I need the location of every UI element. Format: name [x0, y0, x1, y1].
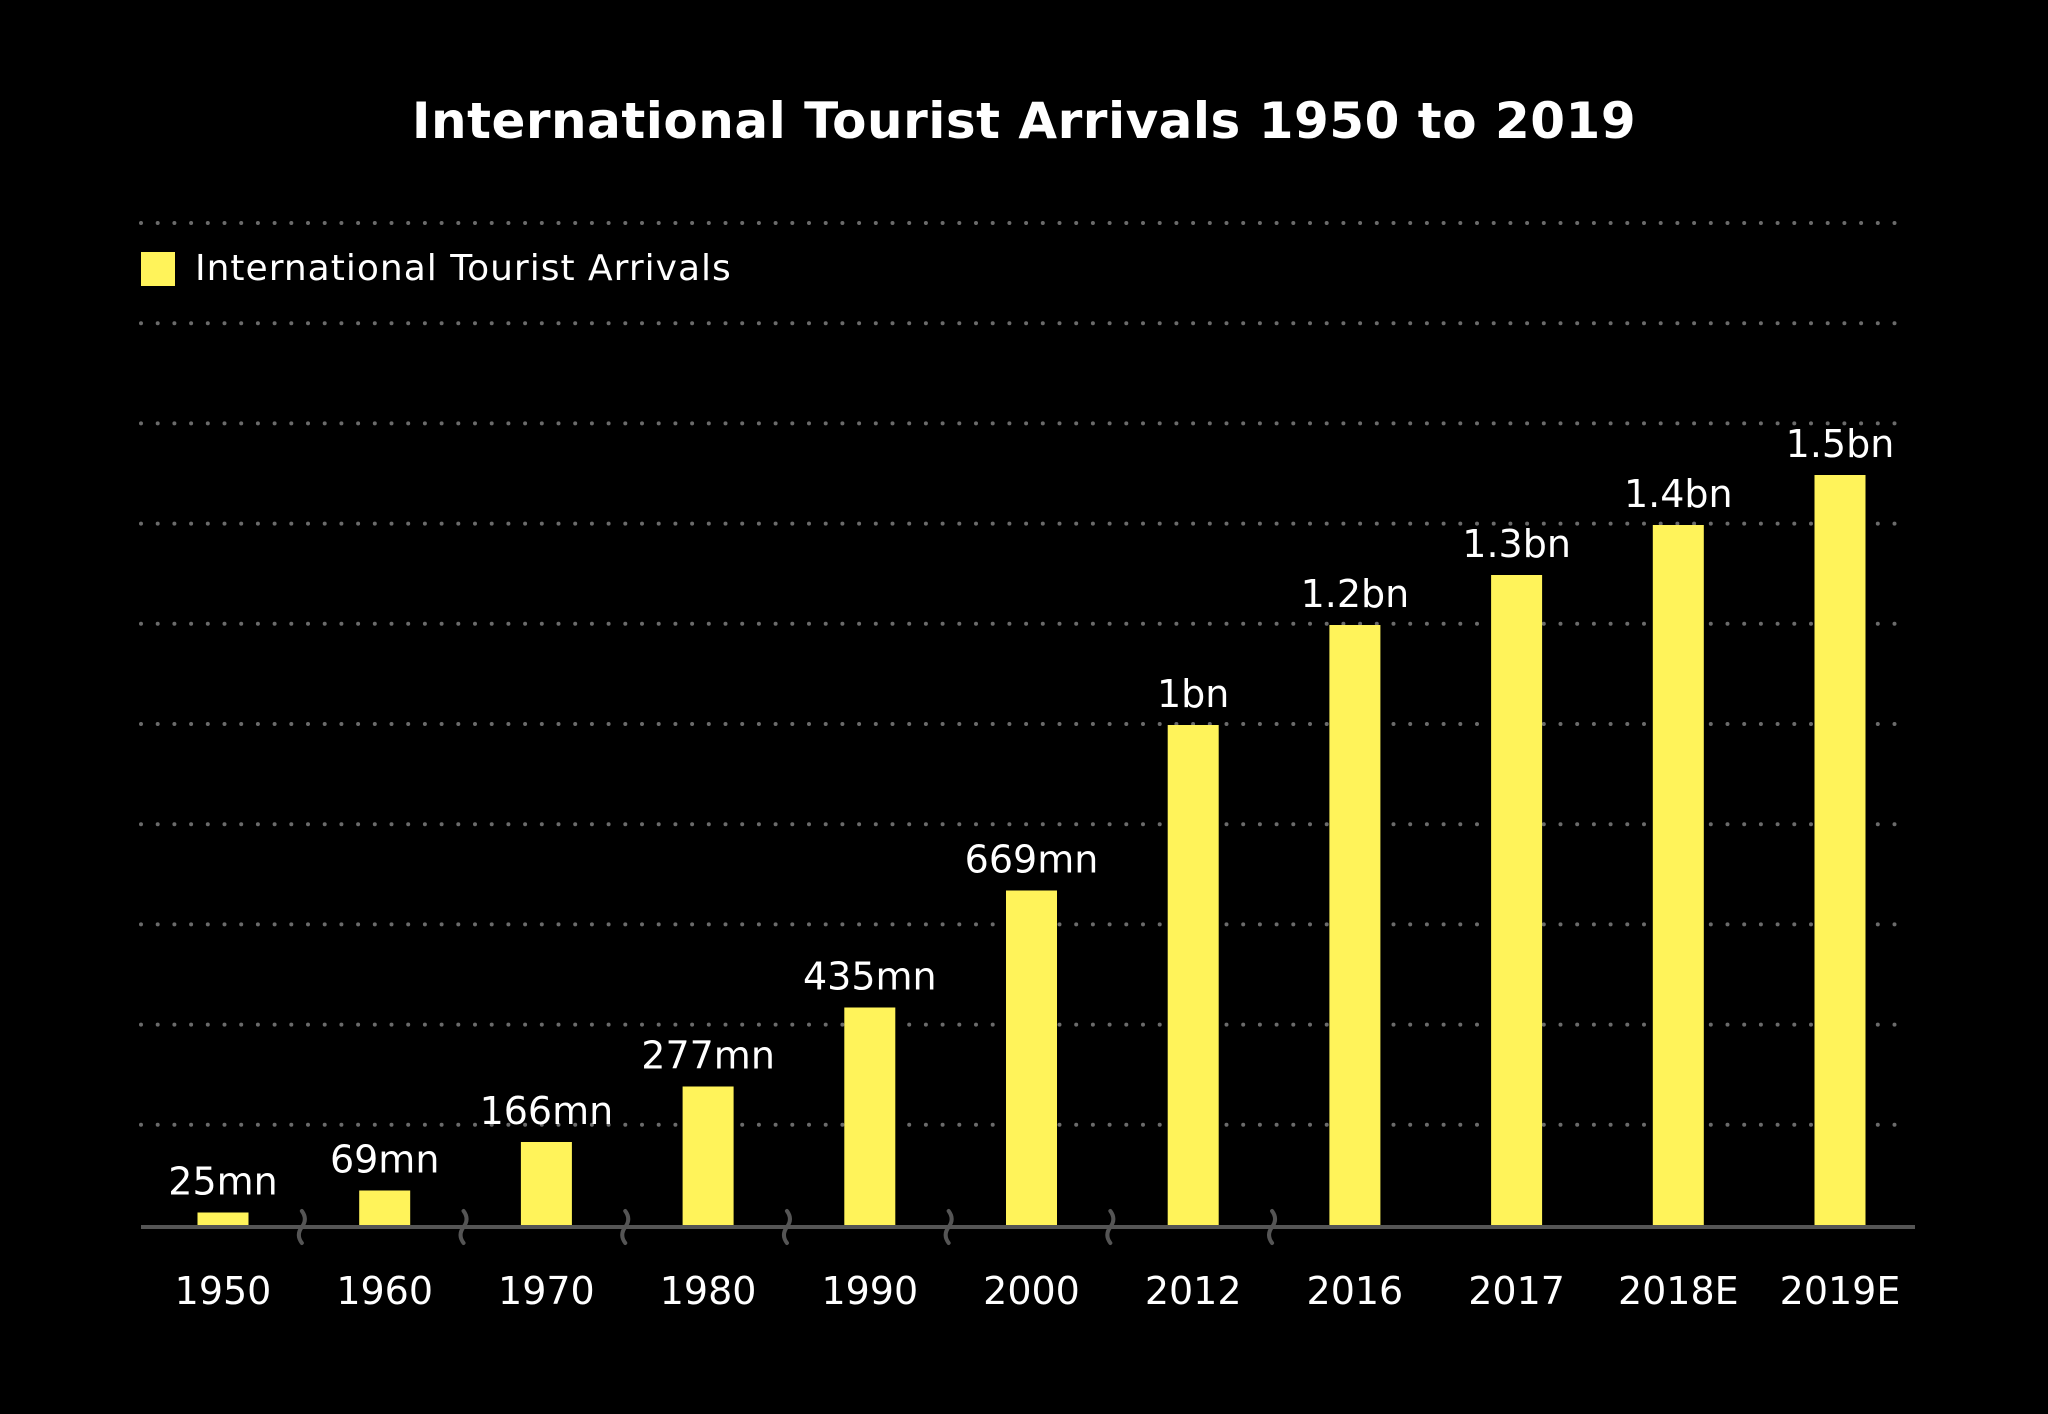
x-tick-label-2012: 2012 — [1145, 1269, 1242, 1313]
data-label-2019E: 1.5bn — [1786, 422, 1895, 466]
x-tick-label-1950: 1950 — [175, 1269, 272, 1313]
data-label-1960: 69mn — [330, 1138, 439, 1182]
bar-2012 — [1167, 725, 1219, 1225]
axis-break-icon — [781, 1209, 792, 1245]
x-tick-label-2019E: 2019E — [1780, 1269, 1901, 1313]
x-tick-label-2017: 2017 — [1468, 1269, 1565, 1313]
bar-2017 — [1491, 575, 1543, 1225]
bar-2018E — [1652, 525, 1704, 1225]
data-label-2012: 1bn — [1157, 672, 1229, 716]
axis-break-icon — [620, 1209, 631, 1245]
legend: International Tourist Arrivals — [141, 248, 732, 289]
data-label-1970: 166mn — [480, 1089, 614, 1133]
x-tick-label-1970: 1970 — [498, 1269, 595, 1313]
bar-2019E — [1814, 475, 1866, 1225]
legend-label: International Tourist Arrivals — [195, 248, 732, 289]
bar-2000 — [1006, 890, 1057, 1225]
axis-break-icon — [458, 1209, 469, 1245]
bar-2016 — [1329, 625, 1381, 1225]
x-tick-label-1990: 1990 — [821, 1269, 918, 1313]
x-tick-label-1980: 1980 — [660, 1269, 757, 1313]
data-label-2018E: 1.4bn — [1624, 472, 1733, 516]
x-tick-label-2016: 2016 — [1307, 1269, 1404, 1313]
data-label-2000: 669mn — [965, 838, 1099, 882]
bar-1980 — [682, 1086, 734, 1225]
data-label-1980: 277mn — [641, 1034, 775, 1078]
x-tick-label-2018E: 2018E — [1618, 1269, 1739, 1313]
bar-1960 — [359, 1190, 411, 1225]
x-tick-label-1960: 1960 — [336, 1269, 433, 1313]
chart-title: International Tourist Arrivals 1950 to 2… — [411, 92, 1637, 150]
axis-break-icon — [943, 1209, 954, 1245]
axis-break-icon — [296, 1209, 307, 1245]
axis-break-icon — [1105, 1209, 1116, 1245]
data-label-2017: 1.3bn — [1462, 522, 1571, 566]
x-tick-label-2000: 2000 — [983, 1269, 1080, 1313]
data-label-1990: 435mn — [803, 955, 937, 999]
data-label-2016: 1.2bn — [1301, 572, 1410, 616]
axis-break-icon — [1267, 1209, 1278, 1245]
legend-swatch — [141, 251, 175, 286]
data-label-1950: 25mn — [168, 1160, 277, 1204]
bar-1970 — [520, 1142, 572, 1225]
bar-1950 — [197, 1212, 249, 1225]
bar-1990 — [844, 1007, 896, 1225]
